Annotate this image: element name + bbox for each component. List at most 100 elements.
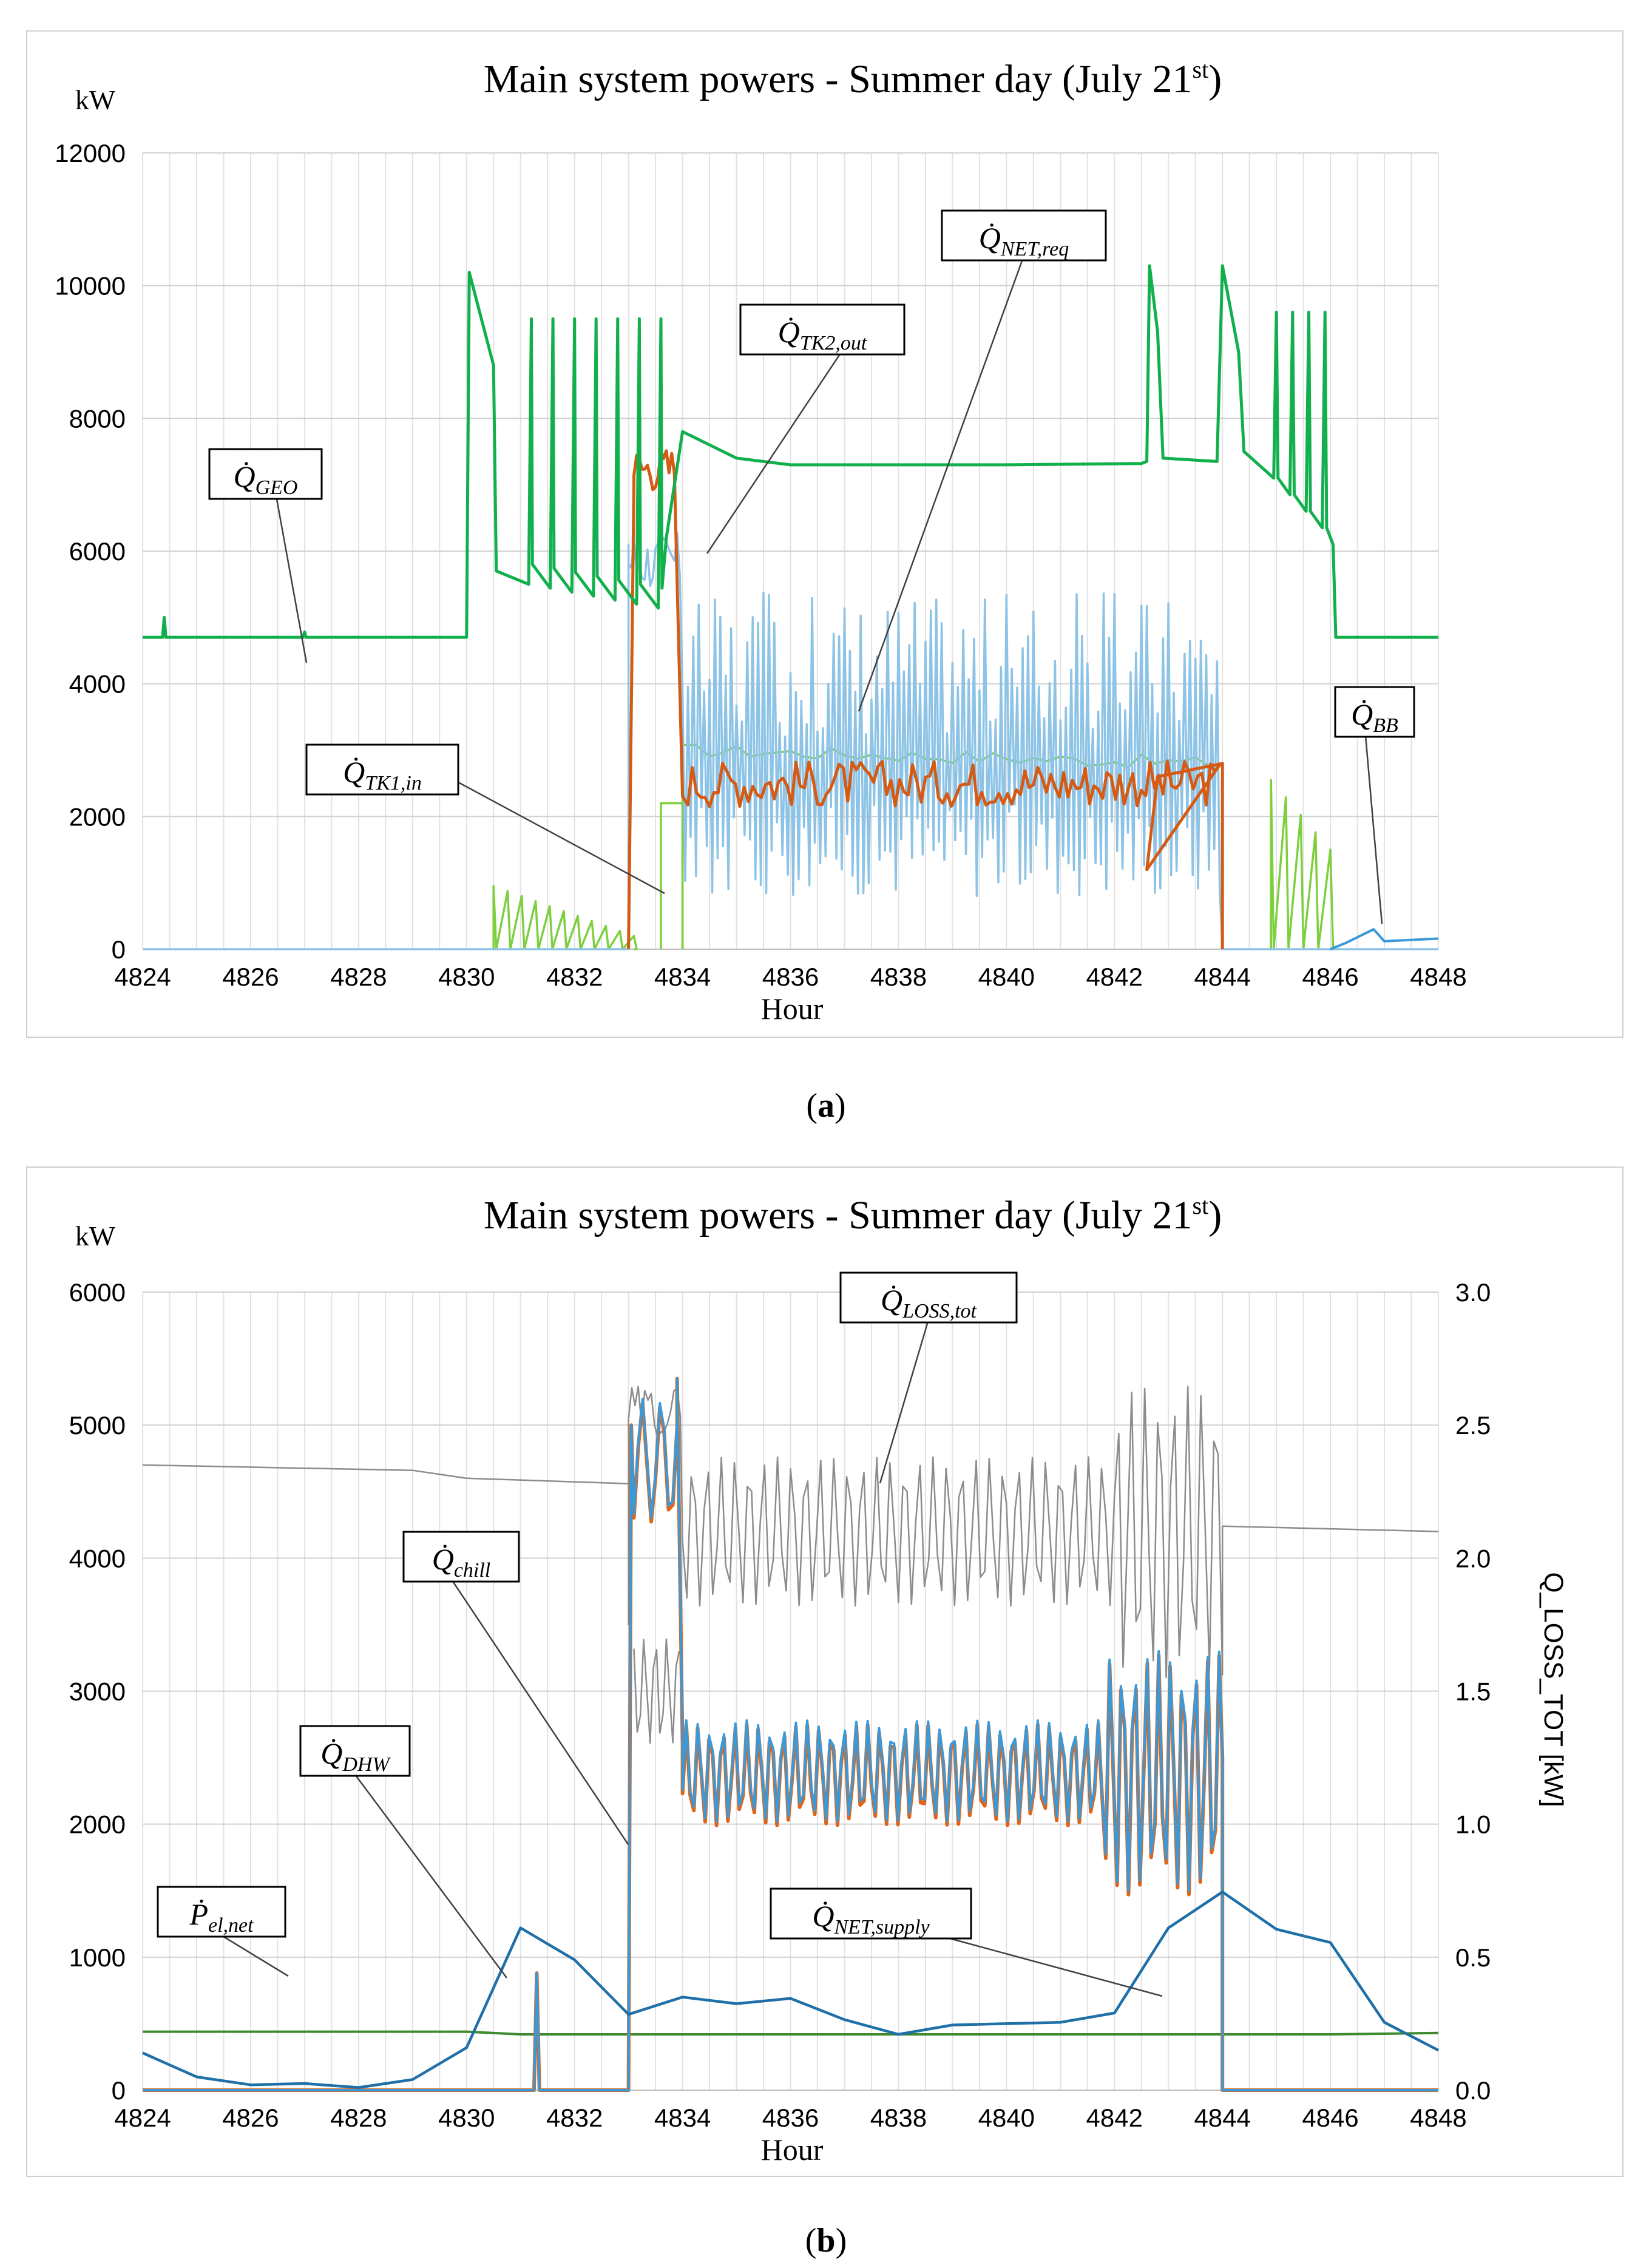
chart-b-y2tick: 2.5 xyxy=(1455,1411,1491,1440)
chart-a-ytick: 10000 xyxy=(55,272,126,300)
series-net-req xyxy=(143,531,1438,950)
label-tk1-label: Q̇TK1,in xyxy=(343,755,422,794)
label-geo-label: Q̇GEO xyxy=(234,459,298,499)
chart-b-xtick: 4836 xyxy=(762,2104,819,2132)
chart-a-ytick: 12000 xyxy=(55,139,126,168)
label-chill-label: Q̇chill xyxy=(432,1542,491,1582)
chart-panel-b: 0 1000 2000 3000 4000 5000 6000 4824 4826 4828 483… xyxy=(26,1166,1623,2177)
chart-a-xtick: 4826 xyxy=(222,963,279,991)
label-geo-box xyxy=(208,448,323,500)
series-tk1-in-segment xyxy=(681,743,1224,949)
label-supply-box xyxy=(770,1887,972,1940)
chart-b-xtick: 4826 xyxy=(222,2104,279,2132)
chart-a-xtick: 4824 xyxy=(114,963,171,991)
leader-pel xyxy=(221,1934,289,1977)
chart-a-xtick: 4832 xyxy=(546,963,603,991)
series-tk1-in-segment xyxy=(1270,779,1335,950)
label-dhw-box xyxy=(299,1725,411,1777)
series-geo xyxy=(143,264,1438,639)
chart-b-title: Main system powers - Summer day (July 21… xyxy=(484,1192,1222,1237)
label-loss-box xyxy=(839,1271,1018,1324)
label-tk2-box xyxy=(739,303,906,356)
chart-b-xtick: 4848 xyxy=(1410,2104,1466,2132)
chart-b-y2label: Q_LOSS_TOT [kW] xyxy=(1539,1572,1568,1807)
leader-bb xyxy=(1364,735,1383,924)
label-req-box xyxy=(941,209,1107,262)
chart-a: 0 2000 4000 6000 8000 10000 12000 4824 4826 4828 4… xyxy=(55,56,1467,1026)
chart-b-xtick: 4846 xyxy=(1302,2104,1358,2132)
label-dhw-label: Q̇DHW xyxy=(320,1736,391,1776)
chart-a-unit-label: kW xyxy=(75,84,116,115)
series-tk1-in-segment xyxy=(660,802,684,949)
chart-a-xtick: 4828 xyxy=(330,963,387,991)
chart-b-xlabel: Hour xyxy=(761,2133,824,2167)
label-chill-box xyxy=(402,1531,520,1583)
chart-a-ytick: 6000 xyxy=(69,537,126,566)
label-tk2-label: Q̇TK2,out xyxy=(778,315,868,354)
chart-b-ytick: 2000 xyxy=(69,1810,126,1839)
chart-a-xtick: 4844 xyxy=(1194,963,1250,991)
chart-b-xtick: 4844 xyxy=(1194,2104,1250,2132)
chart-a-xtick: 4836 xyxy=(762,963,819,991)
leader-supply xyxy=(949,1937,1163,1997)
chart-a-xtick: 4830 xyxy=(438,963,495,991)
chart-a-ytick: 4000 xyxy=(69,670,126,699)
label-tk1-box xyxy=(305,743,459,796)
chart-b-ytick: 1000 xyxy=(69,1943,126,1972)
chart-b-y2tick: 0.5 xyxy=(1455,1943,1491,1972)
chart-b-xtick: 4840 xyxy=(978,2104,1035,2132)
chart-panel-a: 0 2000 4000 6000 8000 10000 12000 4824 4826 4828 4… xyxy=(26,30,1623,1038)
chart-b-y2tick: 2.0 xyxy=(1455,1544,1491,1572)
leader-tk2 xyxy=(706,353,842,554)
leader-loss xyxy=(879,1319,930,1484)
chart-b-y2tick: 1.5 xyxy=(1455,1677,1491,1706)
series-pel-net xyxy=(143,2030,1439,2036)
chart-b-ytick: 6000 xyxy=(69,1278,126,1307)
series-loss-tot xyxy=(142,1386,1439,1679)
chart-a-xtick: 4838 xyxy=(870,963,927,991)
chart-b-ytick: 0 xyxy=(112,2076,126,2105)
chart-b-ytick: 3000 xyxy=(69,1677,126,1706)
chart-a-xtick: 4842 xyxy=(1086,963,1143,991)
chart-a-xlabel: Hour xyxy=(761,992,824,1026)
label-req-label: Q̇NET,req xyxy=(979,221,1069,260)
label-bb-box xyxy=(1334,686,1415,738)
label-pel-box xyxy=(157,1886,286,1938)
chart-b-y2tick: 3.0 xyxy=(1455,1278,1491,1307)
leader-req xyxy=(858,259,1024,712)
chart-b-xtick: 4824 xyxy=(114,2104,171,2132)
chart-b-y2tick: 1.0 xyxy=(1455,1810,1491,1839)
chart-b: 0 1000 2000 3000 4000 5000 6000 4824 4826 4828 483… xyxy=(69,1192,1568,2167)
leader-chill xyxy=(451,1580,629,1845)
chart-b-ytick: 4000 xyxy=(69,1544,126,1572)
series-tk2-out xyxy=(627,449,1224,950)
caption-b: (b) xyxy=(805,2222,847,2260)
chart-b-xtick: 4842 xyxy=(1086,2104,1143,2132)
label-loss-label: Q̇LOSS,tot xyxy=(881,1283,978,1322)
chart-b-ytick: 5000 xyxy=(69,1411,126,1440)
chart-b-unit-label: kW xyxy=(75,1220,116,1251)
chart-b-xtick: 4832 xyxy=(546,2104,603,2132)
series-loss-tot-low xyxy=(633,1638,680,1744)
chart-a-ytick: 8000 xyxy=(69,404,126,433)
chart-a-title: Main system powers - Summer day (July 21… xyxy=(484,56,1222,101)
series-dhw xyxy=(142,1891,1440,2089)
chart-b-xtick: 4834 xyxy=(654,2104,711,2132)
chart-a-xtick: 4848 xyxy=(1410,963,1466,991)
chart-a-xtick: 4846 xyxy=(1302,963,1358,991)
label-pel-label: Ṗel,net xyxy=(189,1897,254,1937)
chart-b-xtick: 4838 xyxy=(870,2104,927,2132)
chart-a-xtick: 4834 xyxy=(654,963,711,991)
label-supply-label: Q̇NET,supply xyxy=(812,1899,930,1938)
series-tk1-in-segment xyxy=(492,885,638,950)
chart-a-ytick: 2000 xyxy=(69,802,126,831)
label-bb-label: Q̇BB xyxy=(1351,697,1398,737)
chart-a-ytick: 0 xyxy=(112,935,126,964)
chart-a-xtick: 4840 xyxy=(978,963,1035,991)
chart-b-xtick: 4828 xyxy=(330,2104,387,2132)
chart-b-xtick: 4830 xyxy=(438,2104,495,2132)
chart-b-y2tick: 0.0 xyxy=(1455,2076,1491,2105)
caption-a: (a) xyxy=(806,1087,846,1125)
leader-geo xyxy=(275,495,308,663)
series-chill xyxy=(143,1377,1438,2091)
